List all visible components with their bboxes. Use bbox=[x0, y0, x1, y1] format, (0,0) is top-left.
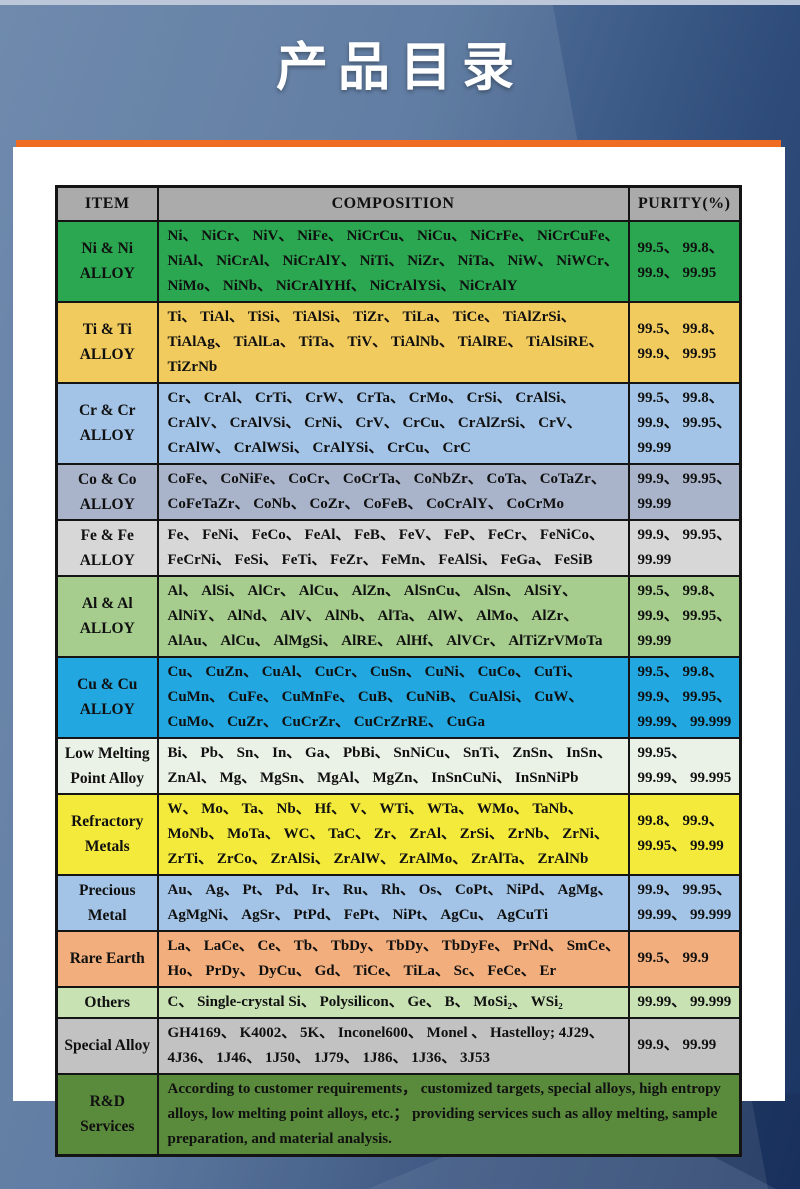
composition-cell: La、 LaCe、 Ce、 Tb、 TbDy、 TbDy、 TbDyFe、 Pr… bbox=[156, 929, 630, 988]
composition-cell: Al、 AlSi、 AlCr、 AlCu、 AlZn、 AlSnCu、 AlSn… bbox=[156, 574, 630, 658]
table-row: Ni & Ni ALLOY Ni、 NiCr、 NiV、 NiFe、 NiCrC… bbox=[55, 219, 742, 303]
col-header-item: ITEM bbox=[55, 185, 159, 222]
item-cell: Al & Al ALLOY bbox=[55, 574, 159, 658]
orange-divider bbox=[16, 140, 781, 147]
purity-cell: 99.5、 99.8、 99.9、 99.95、 99.99 bbox=[627, 574, 742, 658]
content-card: ITEM COMPOSITION PURITY(%) Ni & Ni ALLOY… bbox=[13, 147, 785, 1157]
item-cell: Special Alloy bbox=[55, 1016, 159, 1075]
composition-cell: Ti、 TiAl、 TiSi、 TiAlSi、 TiZr、 TiLa、 TiCe… bbox=[156, 300, 630, 384]
table-row: Others C、 Single-crystal Si、 Polysilicon… bbox=[55, 985, 742, 1019]
item-cell: Ni & Ni ALLOY bbox=[55, 219, 159, 303]
purity-cell: 99.5、 99.8、 99.9、 99.95、 99.99、 99.999 bbox=[627, 655, 742, 739]
composition-cell: According to customer requirements， cust… bbox=[156, 1072, 742, 1156]
table-row: Cr & Cr ALLOY Cr、 CrAl、 CrTi、 CrW、 CrTa、… bbox=[55, 381, 742, 465]
page-header: 产品目录 bbox=[0, 0, 800, 140]
purity-cell: 99.5、 99.8、 99.9、 99.95 bbox=[627, 300, 742, 384]
composition-cell: GH4169、 K4002、 5K、 Inconel600、 Monel 、 H… bbox=[156, 1016, 630, 1075]
item-cell: Precious Metal bbox=[55, 873, 159, 932]
purity-cell: 99.99、 99.999 bbox=[627, 985, 742, 1019]
composition-cell: Cu、 CuZn、 CuAl、 CuCr、 CuSn、 CuNi、 CuCo、 … bbox=[156, 655, 630, 739]
composition-cell: Cr、 CrAl、 CrTi、 CrW、 CrTa、 CrMo、 CrSi、 C… bbox=[156, 381, 630, 465]
composition-cell: Au、 Ag、 Pt、 Pd、 Ir、 Ru、 Rh、 Os、 CoPt、 Ni… bbox=[156, 873, 630, 932]
purity-cell: 99.5、 99.8、 99.9、 99.95 bbox=[627, 219, 742, 303]
composition-cell: C、 Single-crystal Si、 Polysilicon、 Ge、 B… bbox=[156, 985, 630, 1019]
item-cell: Fe & Fe ALLOY bbox=[55, 518, 159, 577]
composition-cell: Bi、 Pb、 Sn、 In、 Ga、 PbBi、 SnNiCu、 SnTi、 … bbox=[156, 736, 630, 795]
purity-cell: 99.9、 99.99 bbox=[627, 1016, 742, 1075]
col-header-composition: COMPOSITION bbox=[156, 185, 630, 222]
table-row: Special Alloy GH4169、 K4002、 5K、 Inconel… bbox=[55, 1016, 742, 1075]
top-edge-strip bbox=[0, 0, 800, 5]
table-row: R&D Services According to customer requi… bbox=[55, 1072, 742, 1156]
composition-cell: Ni、 NiCr、 NiV、 NiFe、 NiCrCu、 NiCu、 NiCrF… bbox=[156, 219, 630, 303]
item-cell: Rare Earth bbox=[55, 929, 159, 988]
product-catalog-table: ITEM COMPOSITION PURITY(%) Ni & Ni ALLOY… bbox=[55, 185, 742, 1157]
page-title: 产品目录 bbox=[275, 40, 524, 97]
composition-cell: W、 Mo、 Ta、 Nb、 Hf、 V、 WTi、 WTa、 WMo、 TaN… bbox=[156, 792, 630, 876]
table-row: Low Melting Point Alloy Bi、 Pb、 Sn、 In、 … bbox=[55, 736, 742, 795]
purity-cell: 99.9、 99.95、 99.99 bbox=[627, 518, 742, 577]
purity-cell: 99.9、 99.95、 99.99 bbox=[627, 462, 742, 521]
table-row: Precious Metal Au、 Ag、 Pt、 Pd、 Ir、 Ru、 R… bbox=[55, 873, 742, 932]
item-cell: Co & Co ALLOY bbox=[55, 462, 159, 521]
item-cell: Cu & Cu ALLOY bbox=[55, 655, 159, 739]
table-row: Cu & Cu ALLOY Cu、 CuZn、 CuAl、 CuCr、 CuSn… bbox=[55, 655, 742, 739]
item-cell: Ti & Ti ALLOY bbox=[55, 300, 159, 384]
composition-cell: Fe、 FeNi、 FeCo、 FeAl、 FeB、 FeV、 FeP、 FeC… bbox=[156, 518, 630, 577]
table-row: Rare Earth La、 LaCe、 Ce、 Tb、 TbDy、 TbDy、… bbox=[55, 929, 742, 988]
table-row: Refractory Metals W、 Mo、 Ta、 Nb、 Hf、 V、 … bbox=[55, 792, 742, 876]
col-header-purity: PURITY(%) bbox=[627, 185, 742, 222]
item-cell: Cr & Cr ALLOY bbox=[55, 381, 159, 465]
item-cell: Low Melting Point Alloy bbox=[55, 736, 159, 795]
purity-cell: 99.95、 99.99、 99.995 bbox=[627, 736, 742, 795]
purity-cell: 99.5、 99.9 bbox=[627, 929, 742, 988]
table-row: Al & Al ALLOY Al、 AlSi、 AlCr、 AlCu、 AlZn… bbox=[55, 574, 742, 658]
item-cell: Others bbox=[55, 985, 159, 1019]
purity-cell: 99.5、 99.8、 99.9、 99.95、 99.99 bbox=[627, 381, 742, 465]
item-cell: Refractory Metals bbox=[55, 792, 159, 876]
table-row: Ti & Ti ALLOY Ti、 TiAl、 TiSi、 TiAlSi、 Ti… bbox=[55, 300, 742, 384]
purity-cell: 99.8、 99.9、 99.95、 99.99 bbox=[627, 792, 742, 876]
purity-cell: 99.9、 99.95、 99.99、 99.999 bbox=[627, 873, 742, 932]
composition-cell: CoFe、 CoNiFe、 CoCr、 CoCrTa、 CoNbZr、 CoTa… bbox=[156, 462, 630, 521]
table-row: Co & Co ALLOY CoFe、 CoNiFe、 CoCr、 CoCrTa… bbox=[55, 462, 742, 521]
table-header-row: ITEM COMPOSITION PURITY(%) bbox=[55, 185, 742, 222]
table-row: Fe & Fe ALLOY Fe、 FeNi、 FeCo、 FeAl、 FeB、… bbox=[55, 518, 742, 577]
item-cell: R&D Services bbox=[55, 1072, 159, 1156]
